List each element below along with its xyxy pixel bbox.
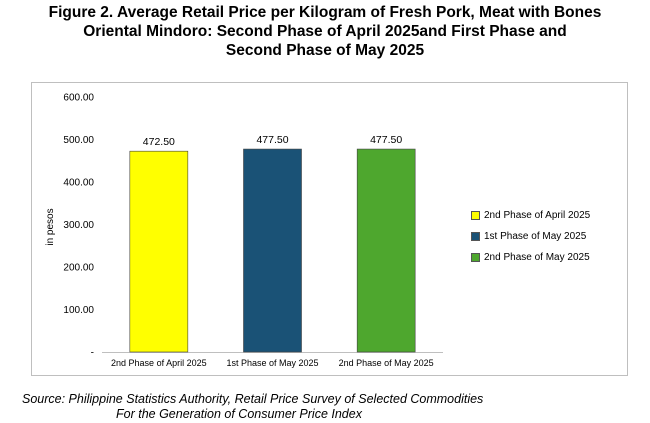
y-axis-label: in pesos [45,208,56,245]
y-tick-label: 100.00 [63,305,94,316]
legend-item: 2nd Phase of May 2025 [471,247,590,268]
source-line-2: For the Generation of Consumer Price Ind… [116,407,362,421]
data-label: 477.50 [256,134,288,146]
x-tick-label: 2nd Phase of May 2025 [339,358,434,368]
x-tick-label: 2nd Phase of April 2025 [111,358,207,368]
chart-title-line-3: Second Phase of May 2025 [225,42,425,59]
data-label: 477.50 [370,134,402,146]
x-tick-label: 1st Phase of May 2025 [226,358,318,368]
legend-label: 1st Phase of May 2025 [484,231,587,242]
legend-label: 2nd Phase of April 2025 [484,210,591,221]
legend-swatch [471,253,480,262]
y-tick-label: 300.00 [63,220,94,231]
chart-title-line-2: Oriental Mindoro: Second Phase of April … [83,23,567,40]
chart-title: Figure 2. Average Retail Price per Kilog… [0,3,650,60]
legend-item: 1st Phase of May 2025 [471,226,590,247]
bar [129,150,189,353]
legend-swatch [471,211,480,220]
y-tick-label: 600.00 [63,93,94,104]
y-tick-label: 400.00 [63,178,94,189]
chart-title-line-1: Figure 2. Average Retail Price per Kilog… [48,4,602,21]
source-note: Source: Philippine Statistics Authority,… [22,392,483,422]
chart-frame [31,82,628,376]
legend-label: 2nd Phase of May 2025 [484,252,590,263]
legend-item: 2nd Phase of April 2025 [471,205,590,226]
data-label: 472.50 [143,136,175,148]
bar [243,148,302,353]
y-tick-label: 200.00 [63,263,94,274]
chart-legend: 2nd Phase of April 2025 1st Phase of May… [471,205,590,268]
y-tick-label: 500.00 [63,135,94,146]
source-line-1: Source: Philippine Statistics Authority,… [22,392,484,406]
y-tick-label: - [91,348,94,359]
legend-swatch [471,232,480,241]
bar [356,148,416,353]
